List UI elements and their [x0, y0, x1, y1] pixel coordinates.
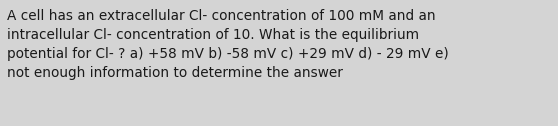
Text: A cell has an extracellular Cl- concentration of 100 mM and an
intracellular Cl-: A cell has an extracellular Cl- concentr… — [7, 9, 449, 80]
